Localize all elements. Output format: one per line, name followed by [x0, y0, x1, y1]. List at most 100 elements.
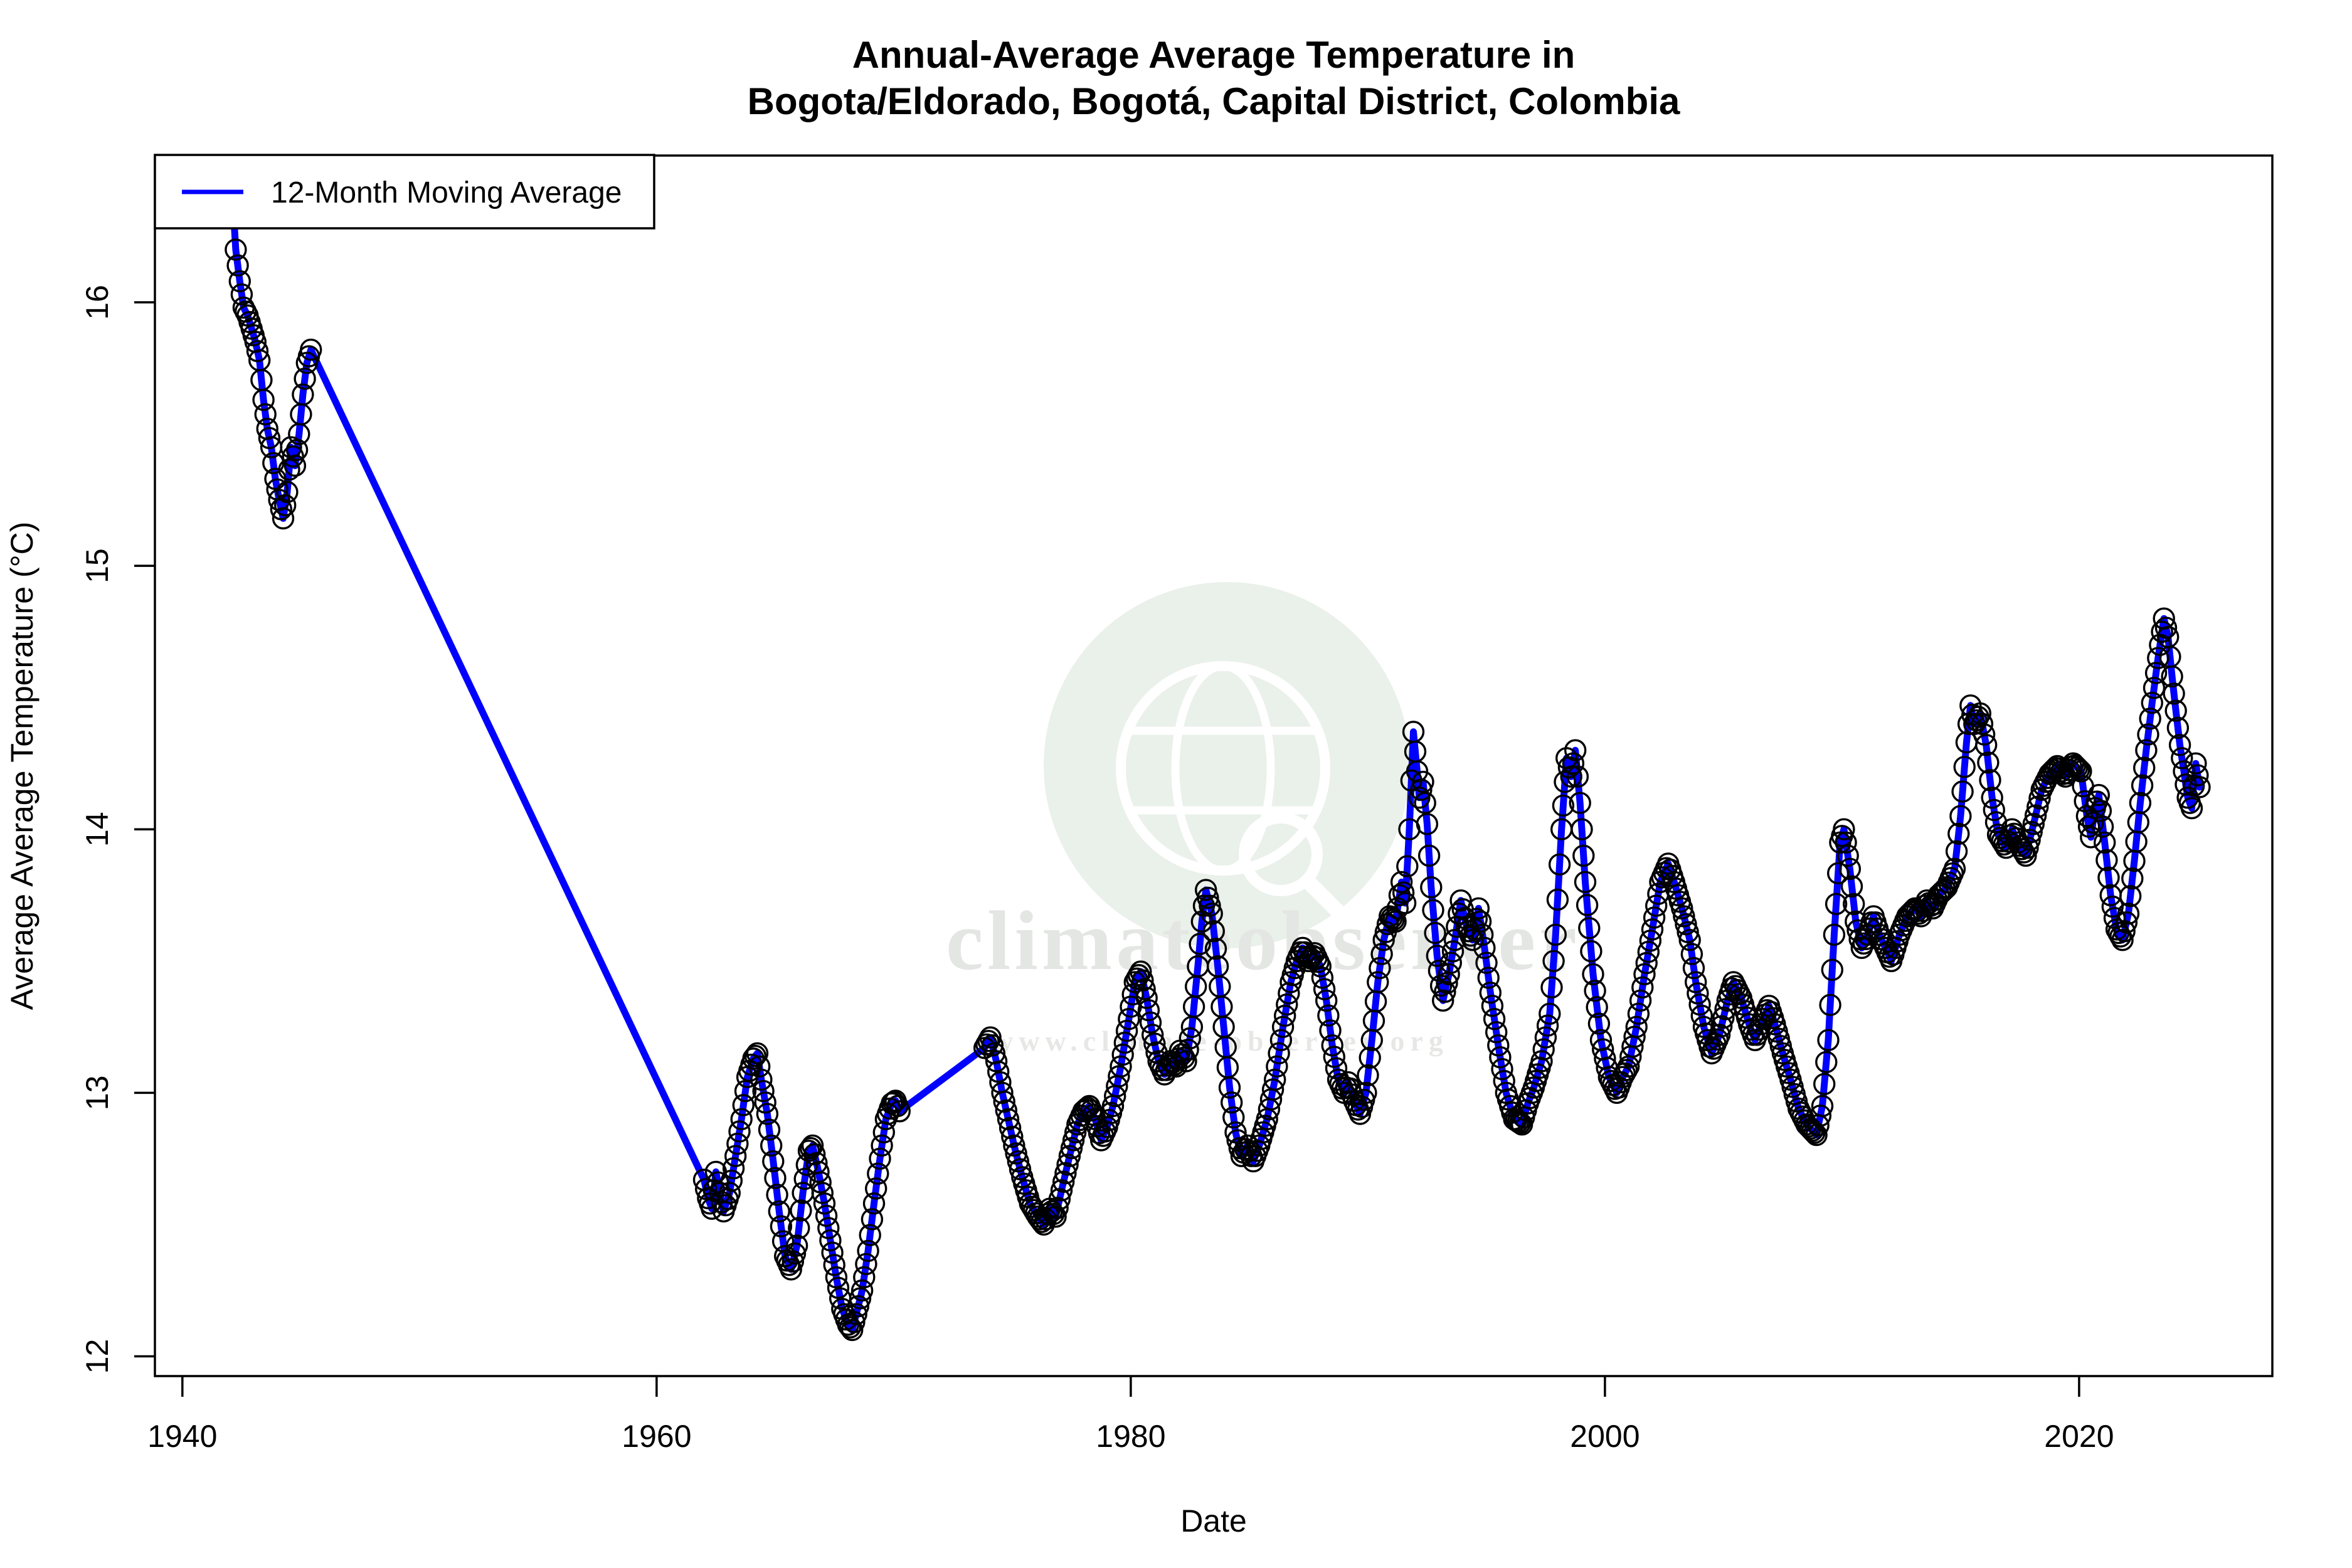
data-point-marker — [1412, 770, 1434, 793]
data-point-marker — [1268, 1042, 1290, 1065]
data-point-marker — [1983, 798, 2006, 822]
data-point-marker — [2087, 783, 2111, 807]
data-point-marker — [1809, 1104, 1832, 1127]
data-point-marker — [821, 1241, 844, 1264]
data-point-marker — [2016, 836, 2039, 859]
data-point-marker — [999, 1116, 1022, 1140]
data-point-marker — [1817, 1029, 1840, 1052]
data-point-marker — [2186, 764, 2209, 787]
data-point-marker — [1414, 792, 1436, 814]
data-point-marker — [1200, 902, 1223, 925]
data-point-marker — [1046, 1197, 1069, 1219]
data-point-marker — [1175, 1050, 1197, 1073]
data-point-marker — [1355, 1081, 1377, 1104]
data-point-marker — [1560, 765, 1582, 788]
data-point-marker — [1684, 971, 1707, 993]
data-point-marker — [2089, 800, 2112, 822]
data-point-marker — [817, 1217, 840, 1239]
data-point-marker — [1548, 853, 1571, 876]
data-point-marker — [1977, 751, 2000, 774]
data-point-marker — [995, 1099, 1018, 1122]
data-point-marker — [1064, 1121, 1087, 1144]
data-point-marker — [1194, 879, 1217, 901]
data-point-marker — [2068, 758, 2090, 781]
data-point-marker — [1319, 1019, 1342, 1042]
data-point-marker — [1003, 1134, 1025, 1157]
data-point-marker — [230, 283, 253, 306]
data-point-marker — [252, 388, 275, 411]
data-point-marker — [1130, 960, 1152, 983]
y-tick-label: 13 — [80, 1076, 115, 1111]
data-point-marker — [1218, 1076, 1241, 1099]
data-point-marker — [254, 403, 277, 426]
data-point-marker — [1076, 1096, 1099, 1119]
data-point-marker — [1675, 913, 1697, 936]
data-point-marker — [1677, 921, 1699, 943]
data-point-marker — [1477, 967, 1500, 989]
data-point-marker — [750, 1068, 773, 1091]
data-point-marker — [228, 270, 251, 293]
data-point-marker — [1141, 1024, 1164, 1046]
data-point-marker — [1202, 919, 1226, 943]
data-point-marker — [1643, 906, 1666, 929]
data-point-marker — [1566, 765, 1589, 788]
data-point-marker — [2097, 866, 2120, 889]
data-point-marker — [1137, 999, 1160, 1022]
data-point-marker — [1416, 813, 1439, 835]
data-point-marker — [1973, 723, 1996, 746]
data-point-marker — [1177, 1039, 1199, 1061]
data-point-marker — [1311, 967, 1334, 989]
data-point-marker — [1269, 1029, 1293, 1052]
data-point-marker — [1135, 987, 1158, 1009]
data-point-marker — [993, 1090, 1015, 1113]
data-point-marker — [274, 494, 297, 517]
data-point-marker — [2022, 813, 2045, 835]
data-point-marker — [1050, 1179, 1073, 1202]
data-point-marker — [1469, 910, 1492, 933]
data-point-marker — [859, 1224, 881, 1246]
data-point-marker — [1007, 1150, 1030, 1173]
data-point-marker — [2028, 787, 2051, 810]
y-tick-label: 12 — [80, 1339, 115, 1374]
data-point-marker — [1491, 1057, 1513, 1081]
data-point-marker — [1690, 1004, 1714, 1027]
data-point-marker — [783, 1242, 807, 1265]
data-point-marker — [2151, 620, 2173, 643]
data-point-marker — [850, 1279, 874, 1302]
data-point-marker — [2113, 919, 2136, 943]
x-tick-label: 1980 — [1096, 1419, 1165, 1454]
data-point-marker — [1276, 993, 1298, 1016]
data-point-marker — [1372, 928, 1395, 951]
data-point-marker — [2109, 925, 2132, 948]
x-tick-label: 1940 — [147, 1419, 217, 1454]
data-point-marker — [1540, 976, 1563, 999]
data-point-marker — [847, 1295, 870, 1318]
data-point-marker — [1580, 940, 1602, 963]
data-point-marker — [762, 1150, 785, 1173]
data-point-marker — [1552, 794, 1575, 817]
axes-layer: 1940 1960 1980 2000 2020 12 13 14 15 16 — [80, 154, 2274, 1454]
data-point-marker — [1315, 989, 1338, 1012]
data-point-marker — [1842, 893, 1865, 916]
data-point-marker — [1115, 1019, 1138, 1042]
data-point-marker — [1637, 940, 1660, 963]
data-point-marker — [811, 1182, 834, 1204]
data-point-marker — [1131, 969, 1154, 992]
data-point-marker — [1639, 930, 1662, 952]
data-point-marker — [1052, 1170, 1075, 1193]
data-point-marker — [726, 1132, 749, 1155]
data-point-marker — [1426, 945, 1449, 967]
legend: 12-Month Moving Average — [154, 154, 655, 230]
data-point-marker — [1633, 963, 1656, 986]
watermark-circle — [1044, 582, 1410, 948]
y-tick-label: 14 — [80, 812, 115, 847]
data-point-marker — [1534, 1026, 1557, 1049]
data-point-marker — [1271, 1015, 1295, 1039]
data-point-marker — [1392, 881, 1415, 904]
data-point-marker — [1056, 1153, 1079, 1176]
data-point-marker — [1465, 908, 1488, 930]
data-point-marker — [977, 1029, 1000, 1052]
data-point-marker — [1826, 862, 1850, 885]
data-point-marker — [1261, 1078, 1285, 1101]
